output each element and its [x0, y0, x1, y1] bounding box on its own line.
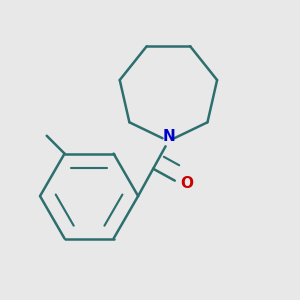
Text: N: N	[163, 128, 176, 143]
Text: O: O	[180, 176, 193, 191]
